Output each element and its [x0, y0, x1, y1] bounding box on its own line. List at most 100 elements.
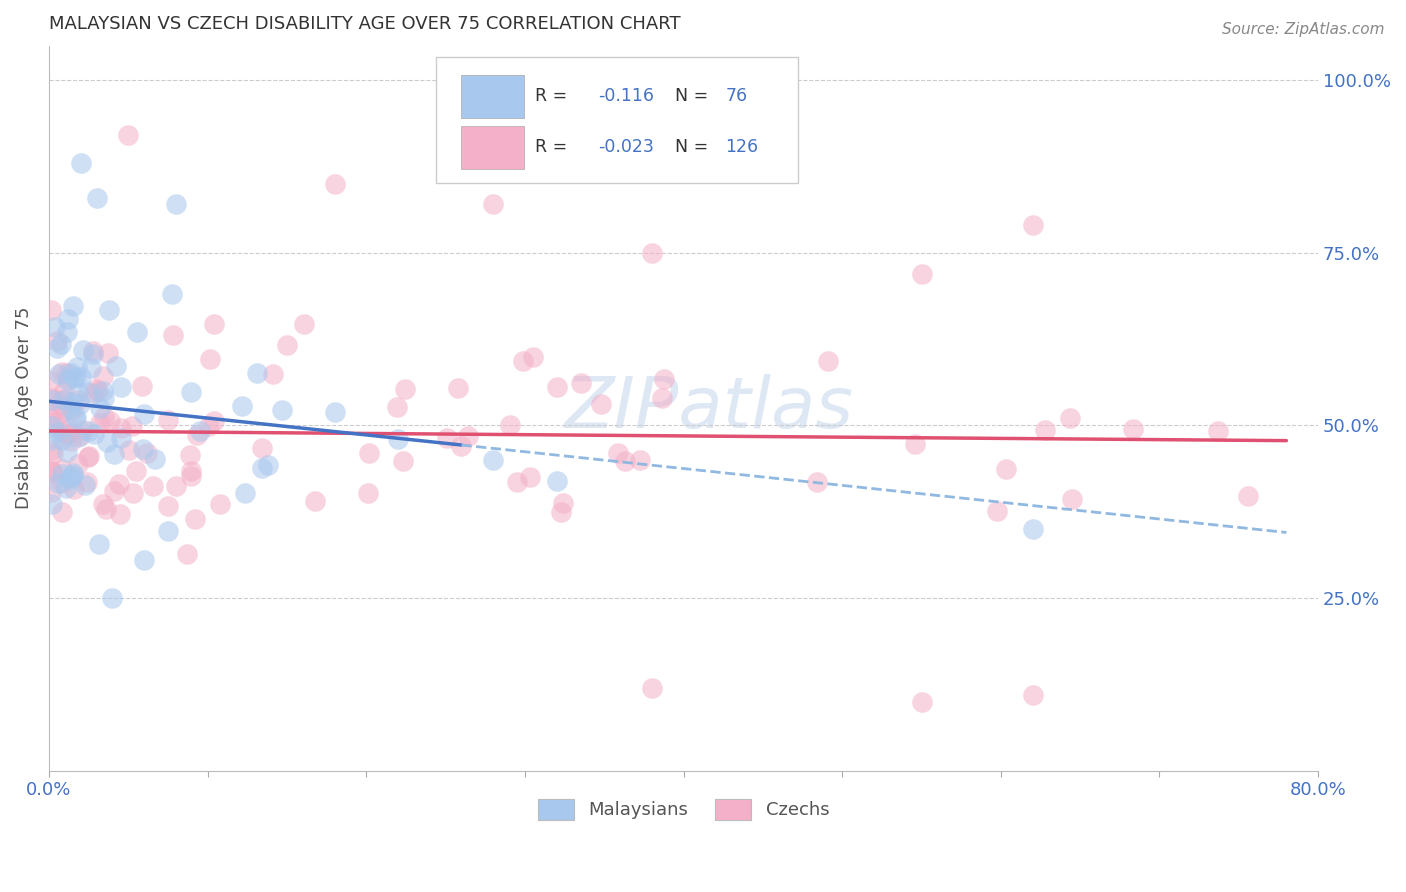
Point [89, 416, 111, 430]
Point [60, 395, 83, 409]
Point [131, 379, 153, 393]
Point [41, 466, 63, 480]
Point [270, 403, 292, 417]
Point [457, 428, 479, 442]
Point [41, 418, 63, 433]
Point [51, 433, 73, 447]
Point [482, 453, 505, 467]
Point [51, 475, 73, 490]
Point [179, 448, 201, 462]
Point [817, 354, 839, 368]
Point [117, 128, 139, 143]
Point [628, 452, 651, 467]
Point [569, 376, 592, 391]
Point [143, 452, 166, 467]
Point [1033, 423, 1056, 437]
Point [69, 429, 91, 443]
Point [359, 446, 381, 460]
Point [55, 426, 77, 441]
Y-axis label: Disability Age Over 75: Disability Age Over 75 [15, 307, 32, 509]
Point [39, 484, 62, 499]
Point [202, 414, 225, 428]
Point [76, 450, 98, 464]
Point [127, 325, 149, 339]
Point [188, 424, 211, 438]
Point [51, 467, 73, 481]
Point [72, 343, 94, 358]
Point [45, 341, 67, 355]
Point [41, 443, 63, 458]
Point [56, 312, 79, 326]
Point [59, 472, 82, 486]
Point [165, 479, 187, 493]
Point [1021, 218, 1043, 232]
Point [110, 431, 132, 445]
Point [75, 477, 97, 491]
Point [44, 320, 66, 334]
Point [46, 425, 69, 440]
Point [110, 379, 132, 393]
Point [257, 458, 280, 472]
Point [87, 384, 110, 399]
Point [45, 392, 67, 407]
Point [904, 437, 927, 451]
Point [1237, 489, 1260, 503]
Point [304, 494, 326, 508]
Point [89, 401, 111, 415]
Point [180, 468, 202, 483]
Point [41, 392, 63, 407]
Point [63, 411, 86, 425]
Text: N =: N = [675, 87, 713, 105]
Point [59, 401, 82, 416]
Point [447, 381, 470, 395]
Point [62, 466, 84, 480]
Point [387, 432, 409, 446]
Point [62, 468, 84, 483]
Point [51, 337, 73, 351]
Point [39, 410, 62, 425]
Point [1062, 492, 1084, 507]
Point [323, 177, 346, 191]
Point [110, 421, 132, 435]
Point [41, 391, 63, 405]
Point [910, 695, 932, 709]
Text: R =: R = [536, 138, 572, 156]
Point [39, 464, 62, 478]
Point [394, 382, 416, 396]
Point [142, 479, 165, 493]
FancyBboxPatch shape [436, 56, 797, 184]
Point [72, 423, 94, 437]
Point [132, 442, 155, 456]
Text: R =: R = [536, 87, 572, 105]
Point [84, 382, 107, 396]
Point [39, 303, 62, 318]
Point [93, 391, 115, 405]
Point [180, 464, 202, 478]
Point [186, 427, 208, 442]
Point [60, 434, 83, 448]
Point [121, 418, 143, 433]
Point [614, 454, 637, 468]
Point [60, 404, 83, 418]
Point [184, 512, 207, 526]
Legend: Malaysians, Czechs: Malaysians, Czechs [530, 791, 837, 827]
Point [591, 396, 613, 410]
Point [233, 486, 256, 500]
Point [48, 476, 70, 491]
Point [59, 366, 82, 380]
Point [506, 475, 529, 489]
Point [56, 371, 79, 385]
Point [160, 286, 183, 301]
Point [52, 405, 75, 419]
Point [93, 410, 115, 425]
Point [125, 464, 148, 478]
Point [51, 462, 73, 476]
Point [104, 359, 127, 373]
Point [77, 424, 100, 438]
Point [198, 351, 221, 366]
Point [641, 245, 664, 260]
Point [82, 347, 104, 361]
Point [65, 360, 87, 375]
Point [97, 346, 120, 360]
Point [436, 431, 458, 445]
